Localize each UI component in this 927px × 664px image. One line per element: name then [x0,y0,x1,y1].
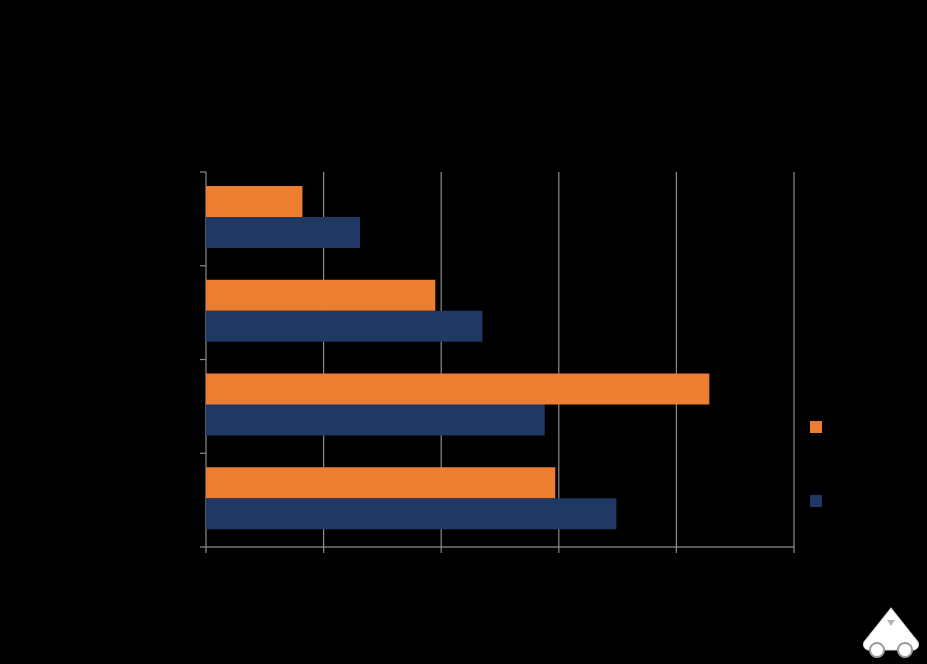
bar-series-1 [206,279,436,311]
bar-series-1 [206,373,710,405]
bar-series-2 [206,310,483,342]
bar-series-1 [206,186,303,217]
legend [810,421,822,507]
bars [206,186,710,530]
bar-series-1 [206,467,556,499]
bar-series-2 [206,498,617,530]
legend-swatch-series-2 [810,495,822,507]
bar-series-2 [206,217,361,248]
car-logo-icon [863,607,919,658]
bar-series-2 [206,404,545,436]
legend-swatch-series-1 [810,421,822,433]
